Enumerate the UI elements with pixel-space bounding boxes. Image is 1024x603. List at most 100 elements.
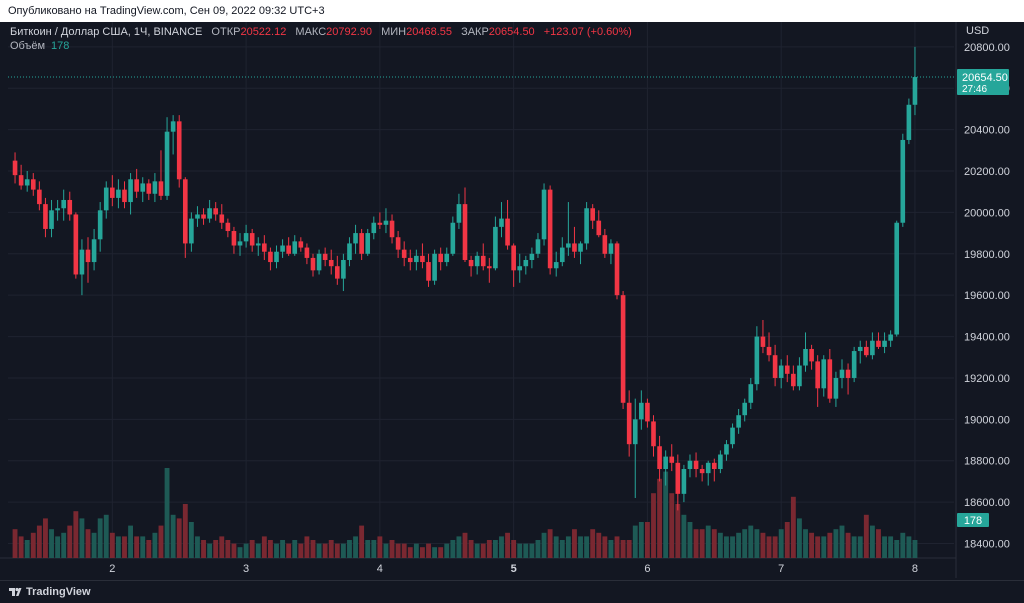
candle-body	[742, 402, 748, 416]
tradingview-logo-icon[interactable]	[8, 585, 22, 599]
volume-bar	[280, 540, 286, 558]
candle-body	[322, 253, 328, 260]
volume-bar	[760, 532, 766, 558]
volume-bar	[225, 540, 231, 558]
candle-body	[663, 456, 668, 470]
y-tick-label: 19400.00	[964, 332, 1010, 344]
change-value: +123.07 (+0.60%)	[543, 26, 632, 38]
volume-bar	[669, 493, 675, 558]
volume-bar	[766, 536, 772, 558]
volume-bar	[626, 540, 632, 558]
candle-body	[559, 247, 565, 263]
candle-body	[341, 259, 346, 279]
volume-bar	[748, 525, 754, 558]
volume-bar	[778, 529, 784, 558]
candle-body	[456, 204, 462, 223]
volume-bar	[432, 547, 438, 558]
volume-bar	[699, 529, 705, 558]
volume-bar	[371, 540, 377, 558]
candle-body	[760, 336, 766, 347]
volume-bar	[67, 525, 73, 558]
volume-bar	[912, 540, 918, 558]
volume-bar	[772, 536, 778, 558]
volume-bar	[462, 532, 468, 558]
volume-bar	[900, 532, 906, 558]
volume-bar	[164, 468, 170, 558]
candle-body	[213, 208, 219, 215]
volume-bar	[523, 543, 529, 558]
volume-bar	[796, 518, 802, 558]
candle-body	[499, 218, 504, 227]
volume-bar	[182, 504, 188, 558]
volume-tag	[957, 513, 989, 527]
open-value: 20522.12	[240, 26, 287, 38]
volume-bar	[578, 536, 583, 558]
volume-bar	[705, 525, 711, 558]
candle-body	[298, 241, 304, 248]
candle-body	[182, 179, 188, 244]
volume-bar	[486, 540, 492, 558]
candle-body	[462, 204, 468, 260]
candle-body	[152, 181, 158, 194]
volume-bar	[122, 536, 127, 558]
chart-area[interactable]: 18400.00 18600.00 18800.00 19000.00 19200.00…	[0, 22, 1024, 578]
candle-body	[784, 365, 790, 374]
candle-body	[882, 340, 887, 347]
candle-body	[474, 255, 480, 267]
candle-body	[541, 189, 547, 240]
candle-body	[566, 243, 571, 248]
volume-bar	[426, 543, 431, 558]
candle-body	[906, 104, 912, 140]
volume-bar	[103, 514, 109, 558]
open-label: ОТКР	[211, 26, 241, 38]
volume-bar	[170, 514, 176, 558]
volume-bar	[717, 532, 723, 558]
volume-bar	[316, 543, 322, 558]
candle-body	[766, 346, 772, 356]
volume-bar	[407, 547, 413, 558]
candle-body	[809, 348, 814, 362]
candle-body	[791, 373, 796, 387]
price-chart[interactable]: 18400.00 18600.00 18800.00 19000.00 19200.00…	[0, 22, 1024, 578]
candle-body	[748, 384, 754, 403]
volume-bar	[651, 493, 656, 558]
candle-body	[705, 462, 711, 474]
candle-body	[602, 235, 608, 254]
candle-body	[49, 210, 54, 229]
candle-body	[401, 249, 407, 258]
volume-bar	[219, 536, 225, 558]
candle-body	[675, 462, 681, 494]
y-tick-label: 18600.00	[964, 497, 1010, 509]
y-tick-label: 19600.00	[964, 290, 1010, 302]
brand-name[interactable]: TradingView	[26, 586, 91, 598]
candle-body	[365, 233, 371, 254]
candle-body	[55, 208, 60, 211]
volume-bar	[24, 540, 30, 558]
candle-body	[584, 208, 589, 244]
candle-body	[128, 179, 133, 203]
volume-bar	[347, 540, 352, 558]
volume-bar	[553, 536, 559, 558]
volume-bar	[602, 536, 608, 558]
volume-bar	[115, 536, 121, 558]
candle-body	[693, 460, 699, 470]
volume-bar	[310, 540, 316, 558]
candle-body	[523, 259, 529, 267]
volume-bar	[693, 529, 699, 558]
candle-body	[718, 454, 723, 470]
volume-bar	[304, 536, 310, 558]
volume-bar	[906, 536, 912, 558]
candle-body	[845, 369, 851, 378]
volume-bar	[456, 536, 462, 558]
candle-body	[754, 336, 760, 385]
volume-bar	[863, 514, 869, 558]
candle-body	[280, 245, 285, 252]
volume-bar	[18, 536, 24, 558]
volume-bar	[292, 540, 298, 558]
volume-bar	[839, 525, 845, 558]
candle-body	[639, 402, 644, 420]
candle-body	[432, 253, 437, 281]
volume-bar	[511, 540, 517, 558]
symbol-name[interactable]: Биткоин / Доллар США, 1Ч, BINANCE	[10, 26, 203, 38]
candle-body	[827, 359, 833, 399]
